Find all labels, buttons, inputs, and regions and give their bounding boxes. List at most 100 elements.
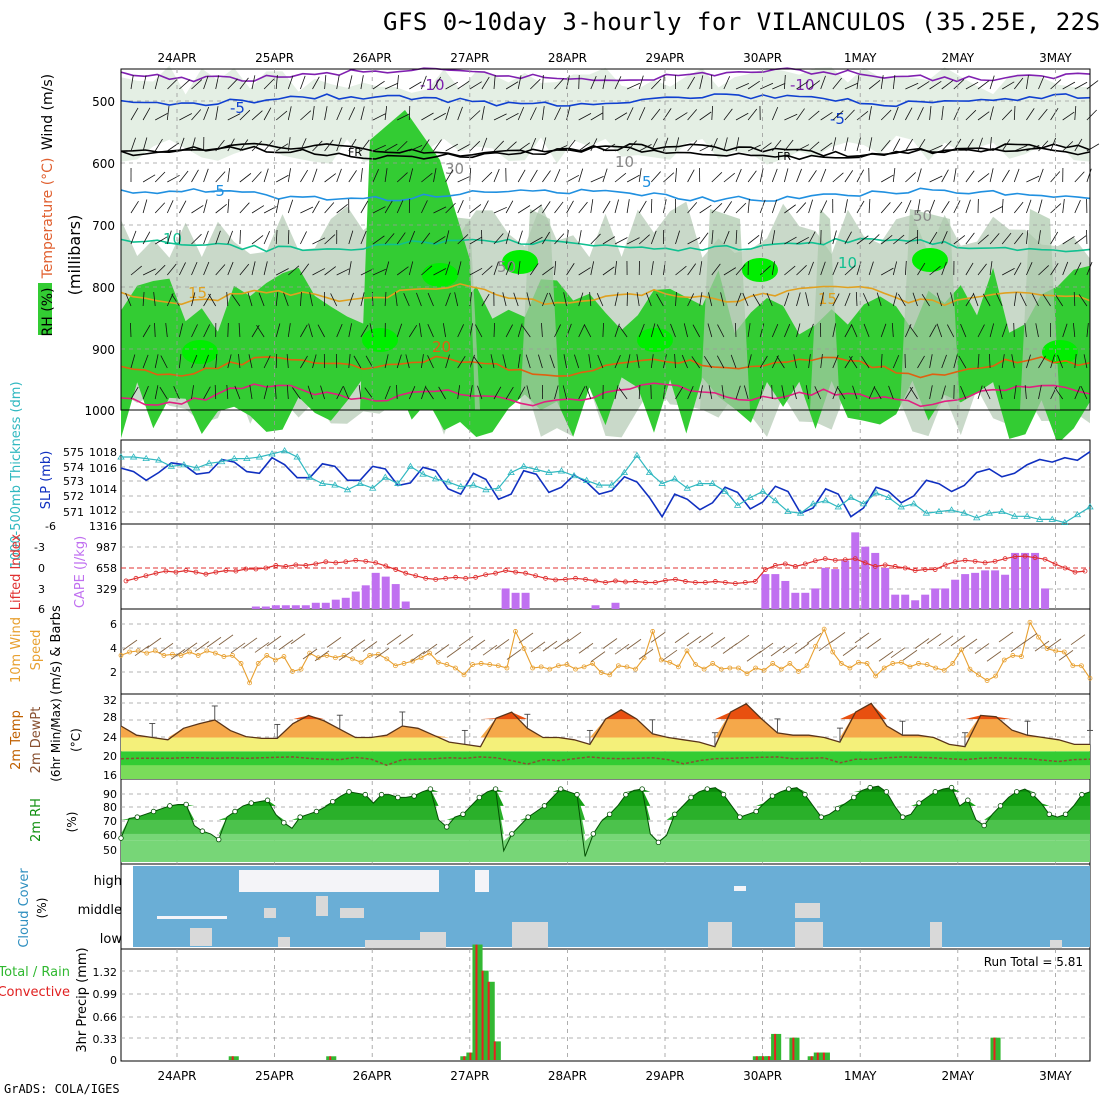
cape-bar	[291, 605, 300, 609]
wind-barb	[1062, 261, 1069, 276]
wind-barb	[687, 293, 695, 307]
wind-barb	[941, 106, 944, 121]
wind-barb	[179, 354, 182, 369]
wind-barb	[941, 354, 947, 369]
li-point	[712, 579, 718, 584]
wind-speed-point	[573, 666, 578, 672]
wind-barb	[614, 323, 620, 338]
thickness-point	[608, 481, 616, 488]
precip-convective-bar	[993, 1037, 996, 1060]
thickness-point	[671, 475, 679, 482]
wind-speed-point	[761, 667, 767, 673]
wind-barb	[832, 77, 842, 90]
temp-line	[120, 702, 1090, 748]
li-tick: 0	[38, 562, 45, 575]
wind-barb	[227, 354, 232, 369]
rh-plume	[900, 209, 960, 410]
precip-convective-bar	[463, 1056, 466, 1060]
thickness-point	[633, 451, 641, 458]
li-point	[223, 568, 229, 573]
wind-barb	[505, 324, 513, 338]
cape-bar	[951, 579, 960, 609]
wind-speed-point	[393, 663, 398, 669]
rh-point	[574, 791, 580, 798]
wind-speed-point	[710, 661, 716, 666]
wind-barb	[529, 107, 537, 121]
precip-total-bar	[466, 1052, 477, 1060]
wind-speed-point	[1001, 657, 1007, 663]
wind-barb	[396, 140, 408, 152]
thickness-point	[922, 509, 931, 516]
wind-barb	[703, 355, 713, 369]
wind-barb	[336, 323, 343, 338]
wind-barb	[784, 168, 789, 183]
wind-barb	[832, 230, 837, 245]
rh-point	[118, 835, 124, 841]
wind-barb	[288, 265, 300, 276]
wind-speed-point	[650, 629, 656, 634]
li-point	[463, 575, 469, 581]
wind-barb	[880, 202, 891, 214]
wind-barb	[287, 106, 292, 121]
wind-barb	[892, 292, 898, 307]
wind-barb	[1038, 140, 1049, 152]
li-point	[293, 562, 299, 568]
wind-barb	[167, 174, 180, 183]
wind-barb	[263, 261, 268, 276]
li-point	[243, 566, 249, 572]
thickness-point	[973, 514, 981, 521]
wind-barb	[796, 144, 810, 152]
wind-barb-10m	[986, 650, 1002, 662]
li-point	[253, 566, 259, 572]
wind-barb	[880, 235, 893, 245]
wind-speed-point	[547, 666, 553, 672]
date-label-top: 25APR	[255, 51, 294, 65]
wind-barb-10m	[782, 642, 798, 654]
wind-barb	[578, 201, 588, 214]
temp-tick: 32	[103, 694, 117, 707]
precip-total-bar	[990, 1037, 1001, 1060]
wind-speed-point	[453, 665, 458, 671]
cape-bar	[801, 592, 810, 609]
wind-barb	[771, 384, 773, 400]
wind-barb	[276, 174, 289, 183]
wind-barb	[312, 268, 326, 276]
thickness-point	[595, 481, 603, 488]
cape-bar	[911, 600, 920, 609]
wind-barb	[529, 263, 539, 276]
li-point	[543, 575, 548, 581]
li-point	[453, 574, 459, 580]
wind-barb	[408, 261, 414, 276]
li-point	[213, 569, 219, 575]
wind-barb	[477, 385, 483, 400]
wind-barb-10m	[746, 650, 762, 662]
wind-speed-point	[255, 661, 261, 666]
cape-bar	[351, 591, 360, 609]
wind-barb	[130, 107, 139, 121]
wind-barb	[554, 233, 565, 245]
wind-barb	[191, 109, 202, 121]
cloud-block	[795, 922, 823, 948]
precip-convective-bar	[469, 1052, 472, 1060]
wind-barb	[784, 113, 798, 121]
rh-point	[916, 800, 922, 806]
wind-barb	[771, 168, 778, 183]
upper-y-tick: 1000	[84, 404, 115, 418]
precip-tick: 1.32	[93, 966, 118, 979]
wind-barb	[142, 385, 149, 400]
wind-barb	[231, 294, 241, 307]
wind-barb-10m	[506, 649, 522, 660]
wind-barb	[542, 292, 548, 307]
wind-barb	[481, 293, 490, 307]
wind-barb	[941, 80, 954, 90]
li-point	[962, 557, 968, 563]
rh-point	[769, 793, 776, 799]
wind-barb	[283, 292, 289, 307]
wind-barb-10m	[602, 638, 618, 649]
wind-barb	[130, 230, 137, 245]
wind-barb	[844, 231, 852, 245]
wind-speed-point	[804, 663, 810, 669]
wind-barb	[248, 354, 253, 369]
wind-barb	[1054, 387, 1064, 400]
wind-barb	[179, 229, 181, 245]
